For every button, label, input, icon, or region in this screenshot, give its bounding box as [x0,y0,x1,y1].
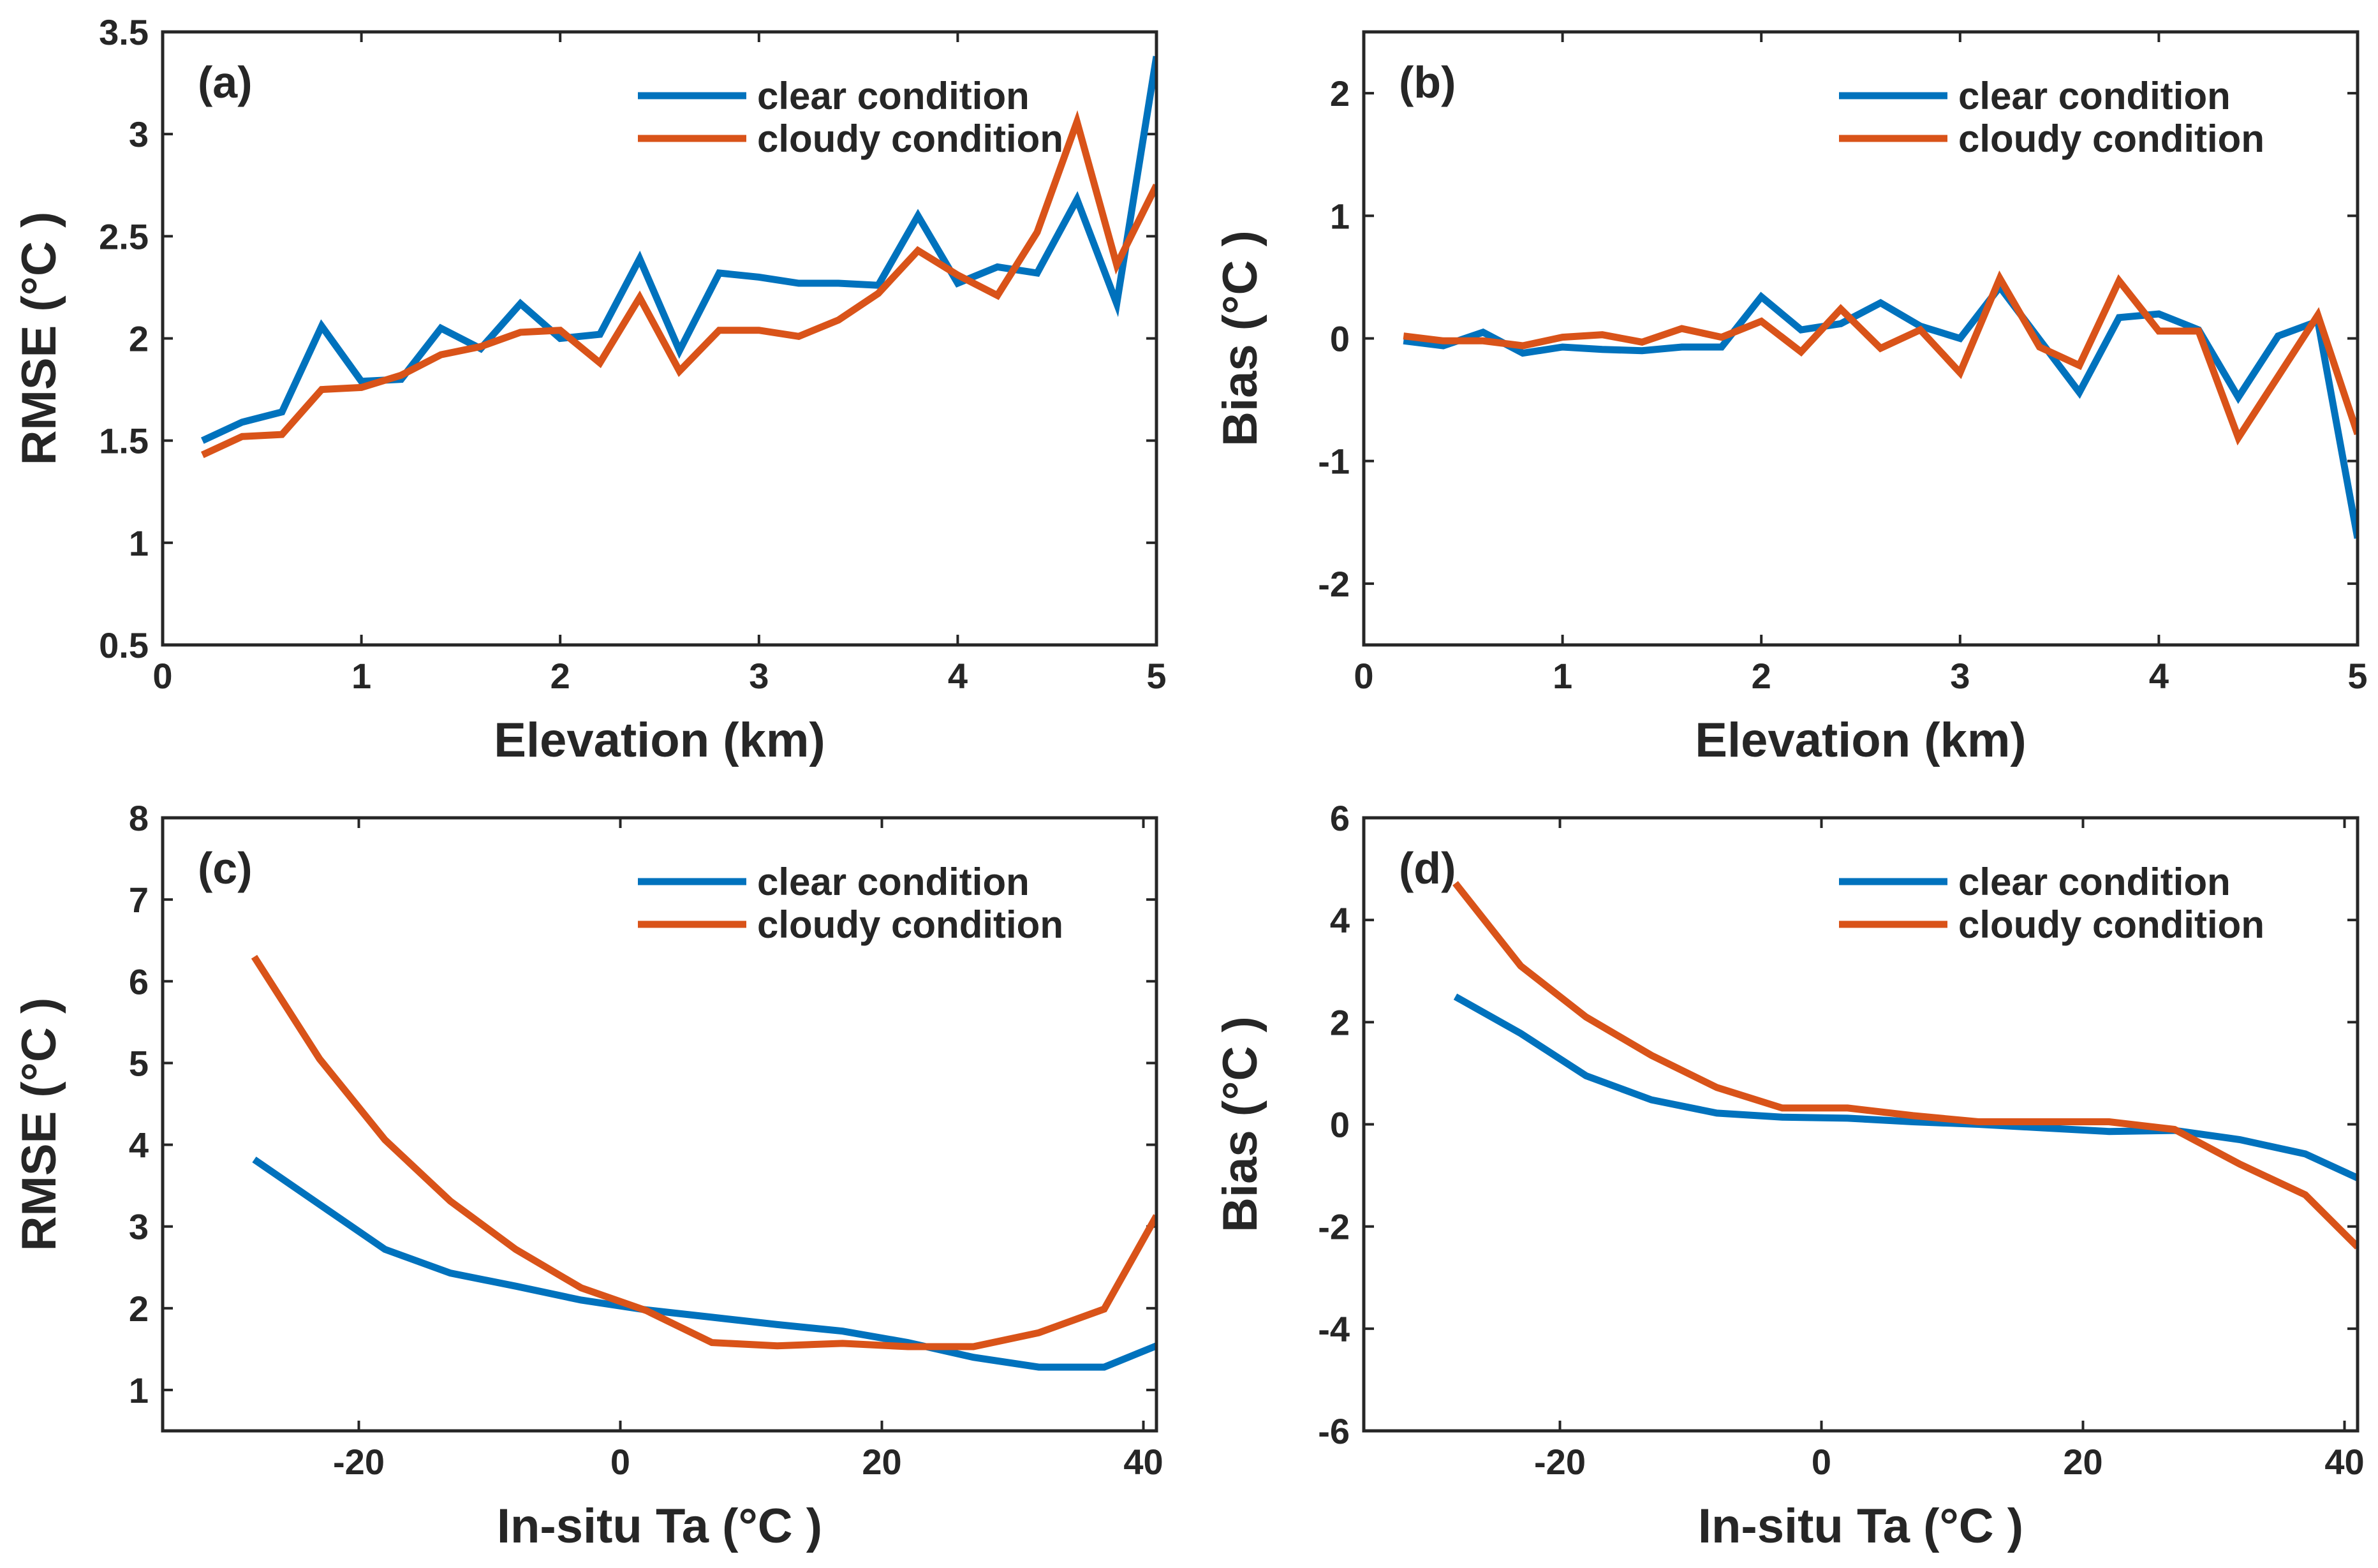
x-tick-label: 4 [2149,656,2169,696]
y-tick-label: 8 [129,798,149,838]
y-tick-label: 2.5 [99,216,149,256]
y-tick-label: 3 [129,1207,149,1247]
y-tick-label: -2 [1318,1207,1350,1247]
panel-tag: (c) [198,843,253,893]
x-tick-label: 5 [1146,656,1166,696]
y-tick-label: 0.5 [99,625,149,665]
y-tick-label: 1 [129,523,149,563]
y-tick-label: 6 [1330,798,1350,838]
y-tick-label: 0 [1330,319,1350,359]
legend-label: cloudy condition [757,117,1063,160]
series-line-cloudy [251,954,1156,1350]
y-tick-label: 1.5 [99,421,149,461]
legend-label: clear condition [757,75,1030,117]
series-line-clear [1403,281,2358,539]
x-tick-label: 0 [610,1442,630,1482]
x-tick-label: 0 [1812,1442,1831,1482]
y-tick-label: 2 [1330,1002,1350,1042]
y-tick-label: 4 [1330,900,1350,940]
y-axis-label: Bias (°C ) [1213,230,1267,447]
x-tick-label: 40 [2324,1442,2364,1482]
x-tick-label: 20 [862,1442,901,1482]
y-axis-label: Bias (°C ) [1213,1016,1267,1232]
x-tick-label: -20 [333,1442,385,1482]
y-tick-label: 1 [129,1370,149,1410]
y-tick-label: 2 [129,1289,149,1329]
y-tick-label: 5 [129,1043,149,1083]
x-tick-label: 5 [2347,656,2367,696]
x-tick-label: 4 [948,656,968,696]
y-tick-label: -1 [1318,441,1350,482]
legend-label: clear condition [757,861,1030,903]
y-tick-label: 2 [129,319,149,359]
y-tick-label: 1 [1330,196,1350,236]
x-tick-label: 3 [1950,656,1970,696]
legend-label: clear condition [1958,75,2231,117]
y-tick-label: 2 [1330,73,1350,114]
x-tick-label: 40 [1123,1442,1163,1482]
panel-tag: (b) [1399,57,1456,107]
panel-tag: (d) [1399,843,1456,893]
legend-label: clear condition [1958,861,2231,903]
x-axis-label: Elevation (km) [494,713,825,767]
y-tick-label: -4 [1318,1309,1350,1349]
axes-box [1362,816,2360,1433]
y-axis-label: RMSE (°C ) [12,998,66,1252]
panel-tag: (a) [198,57,253,107]
series-line-cloudy [200,110,1156,459]
y-tick-label: 3.5 [99,12,149,52]
y-tick-label: 6 [129,961,149,1002]
series-line-clear [252,1157,1156,1371]
y-tick-label: -2 [1318,564,1350,604]
x-tick-label: 20 [2063,1442,2102,1482]
x-tick-label: -20 [1534,1442,1586,1482]
y-tick-label: 4 [129,1125,149,1165]
axes-box [161,30,1158,647]
axes-box [1362,30,2360,647]
x-tick-label: 2 [1752,656,1771,696]
x-axis-label: In-situ Ta (°C ) [497,1499,822,1553]
series-line-clear [1453,993,2358,1181]
chart-panel: -20 0 20 40 1 2 3 4 5 6 7 8 (c) clear conditioncloudy… [12,798,1163,1553]
series-line-cloudy [1403,270,2358,446]
x-tick-label: 1 [1553,656,1572,696]
legend-label: cloudy condition [1958,903,2264,946]
x-axis-label: Elevation (km) [1695,713,2026,767]
x-tick-label: 1 [351,656,371,696]
x-tick-label: 0 [1354,656,1373,696]
x-tick-label: 0 [152,656,172,696]
legend-label: cloudy condition [757,903,1063,946]
x-tick-label: 2 [550,656,570,696]
legend-label: cloudy condition [1958,117,2264,160]
axes-box [161,816,1158,1433]
x-tick-label: 3 [749,656,769,696]
y-tick-label: -6 [1318,1411,1350,1451]
series-line-cloudy [1452,881,2358,1250]
chart-panel: 0 1 2 3 4 5 0.5 1 1.5 2 2.5 3 3.5 (a) clear conditionc… [12,12,1167,767]
y-tick-label: 0 [1330,1105,1350,1145]
x-axis-label: In-situ Ta (°C ) [1698,1499,2023,1553]
y-tick-label: 7 [129,880,149,920]
y-tick-label: 3 [129,114,149,154]
y-axis-label: RMSE (°C ) [12,212,66,466]
series-line-clear [200,55,1156,444]
